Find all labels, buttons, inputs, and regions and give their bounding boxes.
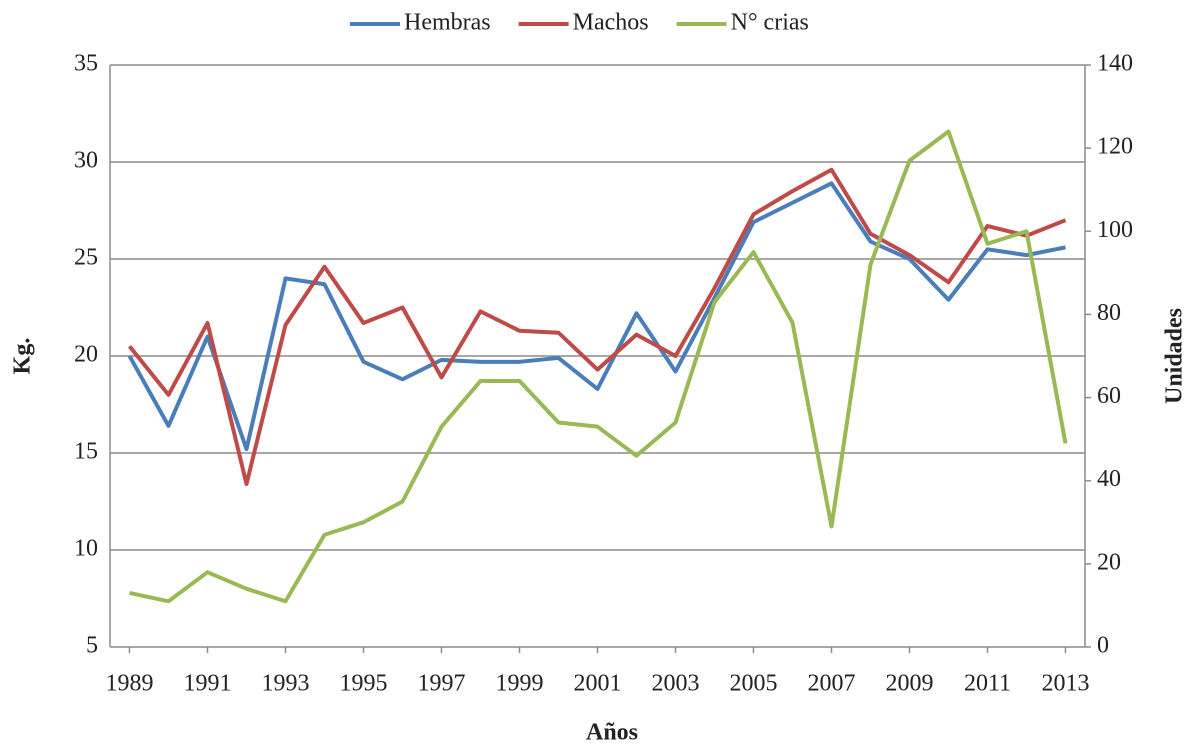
- x-tick-label: 1993: [262, 671, 310, 697]
- x-tick-label: 1997: [418, 671, 466, 697]
- x-tick-label: 2007: [808, 671, 856, 697]
- x-tick-label: 2013: [1042, 671, 1090, 697]
- x-tick-label: 1999: [496, 671, 544, 697]
- y2-tick-label: 80: [1097, 300, 1121, 326]
- line-series: [127, 167, 1067, 487]
- y2-tick-label: 60: [1097, 383, 1121, 409]
- y2-tick-label: 120: [1097, 134, 1133, 160]
- y2-tick-label: 0: [1097, 633, 1109, 659]
- line-series: [127, 181, 1066, 452]
- x-tick-label: 1995: [340, 671, 388, 697]
- y-tick-label: 25: [74, 245, 98, 271]
- y-tick-label: 35: [74, 51, 98, 77]
- y-axis-title: Kg.: [10, 338, 36, 375]
- y2-tick-label: 140: [1097, 51, 1133, 77]
- y2-axis-title: Unidades: [1162, 308, 1188, 404]
- legend-label: Machos: [573, 10, 649, 36]
- legend-label: N° crias: [731, 10, 809, 36]
- y2-tick-label: 20: [1097, 549, 1121, 575]
- y-tick-label: 10: [74, 536, 98, 562]
- x-tick-label: 1989: [106, 671, 154, 697]
- y-tick-label: 20: [74, 342, 98, 368]
- x-tick-label: 2003: [652, 671, 700, 697]
- y-tick-label: 30: [74, 148, 98, 174]
- x-tick-label: 2005: [730, 671, 778, 697]
- x-tick-label: 2011: [964, 671, 1011, 697]
- legend-label: Hembras: [404, 10, 491, 36]
- y-tick-label: 15: [74, 439, 98, 465]
- y-tick-label: 5: [86, 633, 98, 659]
- y2-tick-label: 40: [1097, 466, 1121, 492]
- x-tick-label: 1991: [184, 671, 232, 697]
- line-series: [129, 129, 1068, 604]
- y2-tick-label: 100: [1097, 217, 1133, 243]
- x-axis-title: Años: [586, 720, 638, 746]
- x-tick-label: 2009: [886, 671, 934, 697]
- x-tick-label: 2001: [574, 671, 622, 697]
